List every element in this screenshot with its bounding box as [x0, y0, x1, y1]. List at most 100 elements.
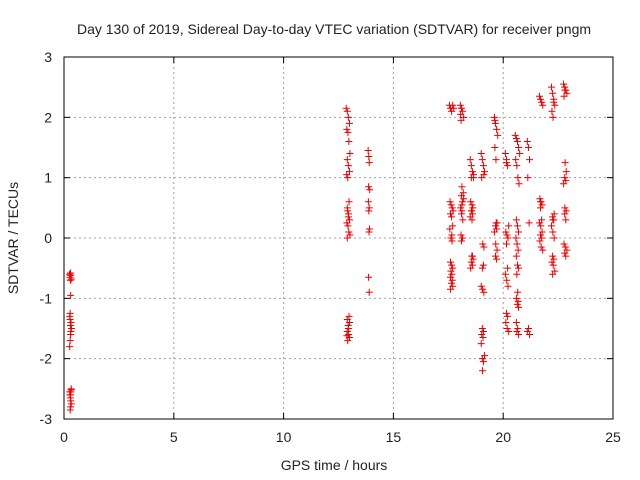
data-point [459, 189, 467, 197]
data-point [469, 204, 477, 212]
data-point [345, 331, 353, 339]
data-point [66, 406, 74, 414]
data-point [512, 294, 520, 302]
data-point [515, 264, 523, 272]
data-point [66, 321, 74, 329]
data-point [536, 237, 544, 245]
data-point [549, 228, 557, 236]
data-point [467, 174, 475, 182]
data-point [446, 198, 454, 206]
y-tick-label: 0 [44, 230, 52, 246]
data-point [512, 156, 520, 164]
data-point [535, 219, 543, 227]
data-point [365, 288, 373, 296]
data-point [66, 343, 74, 351]
data-point [448, 261, 456, 269]
data-point [550, 255, 558, 263]
data-point [515, 228, 523, 236]
data-point [468, 216, 476, 224]
data-point [538, 228, 546, 236]
data-point [479, 285, 487, 293]
data-point [66, 315, 74, 323]
data-point [448, 270, 456, 278]
data-point [344, 128, 352, 136]
y-tick-label: 2 [44, 109, 52, 125]
data-point [513, 137, 521, 145]
data-point [549, 270, 557, 278]
data-point [493, 255, 501, 263]
data-point [449, 101, 457, 109]
data-point [524, 144, 532, 151]
y-tick-label: 3 [44, 49, 52, 65]
data-point [457, 116, 465, 124]
data-point [344, 174, 352, 182]
data-point [446, 225, 454, 233]
data-point [539, 101, 547, 109]
data-point [502, 318, 510, 326]
data-point [365, 153, 373, 161]
data-point [560, 240, 568, 248]
data-point [480, 243, 488, 251]
data-point [448, 237, 456, 245]
data-point [457, 231, 465, 239]
data-point [345, 168, 353, 176]
data-point [514, 288, 522, 296]
data-point [537, 204, 545, 212]
data-point [459, 216, 467, 224]
data-point [536, 195, 544, 203]
x-axis-label: GPS time / hours [281, 457, 388, 473]
data-point [479, 328, 487, 336]
x-tick-label: 20 [495, 429, 511, 445]
x-tick-label: 5 [170, 429, 178, 445]
data-point [504, 264, 512, 272]
data-point [343, 107, 351, 115]
data-point [344, 113, 352, 121]
data-point [549, 252, 557, 260]
data-point [548, 107, 556, 115]
data-point [478, 156, 486, 164]
data-point [560, 180, 568, 188]
data-point [446, 210, 454, 218]
data-point [448, 213, 456, 221]
data-point [468, 261, 476, 269]
data-point [343, 125, 351, 133]
data-point [513, 300, 521, 308]
data-point [525, 219, 533, 227]
data-point [346, 150, 354, 158]
data-point [67, 325, 75, 332]
data-point [493, 125, 501, 133]
data-point [459, 234, 467, 242]
data-point [343, 332, 351, 340]
data-point [504, 312, 512, 320]
data-point [550, 98, 558, 106]
data-point [478, 325, 486, 332]
data-point [479, 240, 487, 248]
data-point [479, 261, 487, 269]
data-point [537, 95, 545, 103]
data-point [548, 258, 556, 266]
data-point [448, 231, 456, 239]
data-point [467, 198, 475, 206]
data-point [344, 337, 352, 345]
data-point [446, 285, 454, 293]
data-point [343, 234, 351, 242]
data-point [365, 159, 373, 167]
data-point [477, 150, 485, 158]
data-point [491, 144, 499, 151]
data-point [344, 162, 352, 170]
data-point [365, 273, 373, 281]
grid [64, 57, 613, 419]
data-point [479, 162, 487, 170]
data-point [469, 255, 477, 263]
data-point [458, 201, 466, 209]
data-point [513, 240, 521, 248]
data-point [537, 222, 545, 230]
data-point [458, 183, 466, 191]
data-point [524, 325, 532, 332]
y-axis-label: SDTVAR / TECUs [5, 182, 21, 294]
data-point [514, 174, 522, 182]
data-point [561, 159, 569, 167]
data-point [467, 258, 475, 266]
data-point [446, 258, 454, 266]
